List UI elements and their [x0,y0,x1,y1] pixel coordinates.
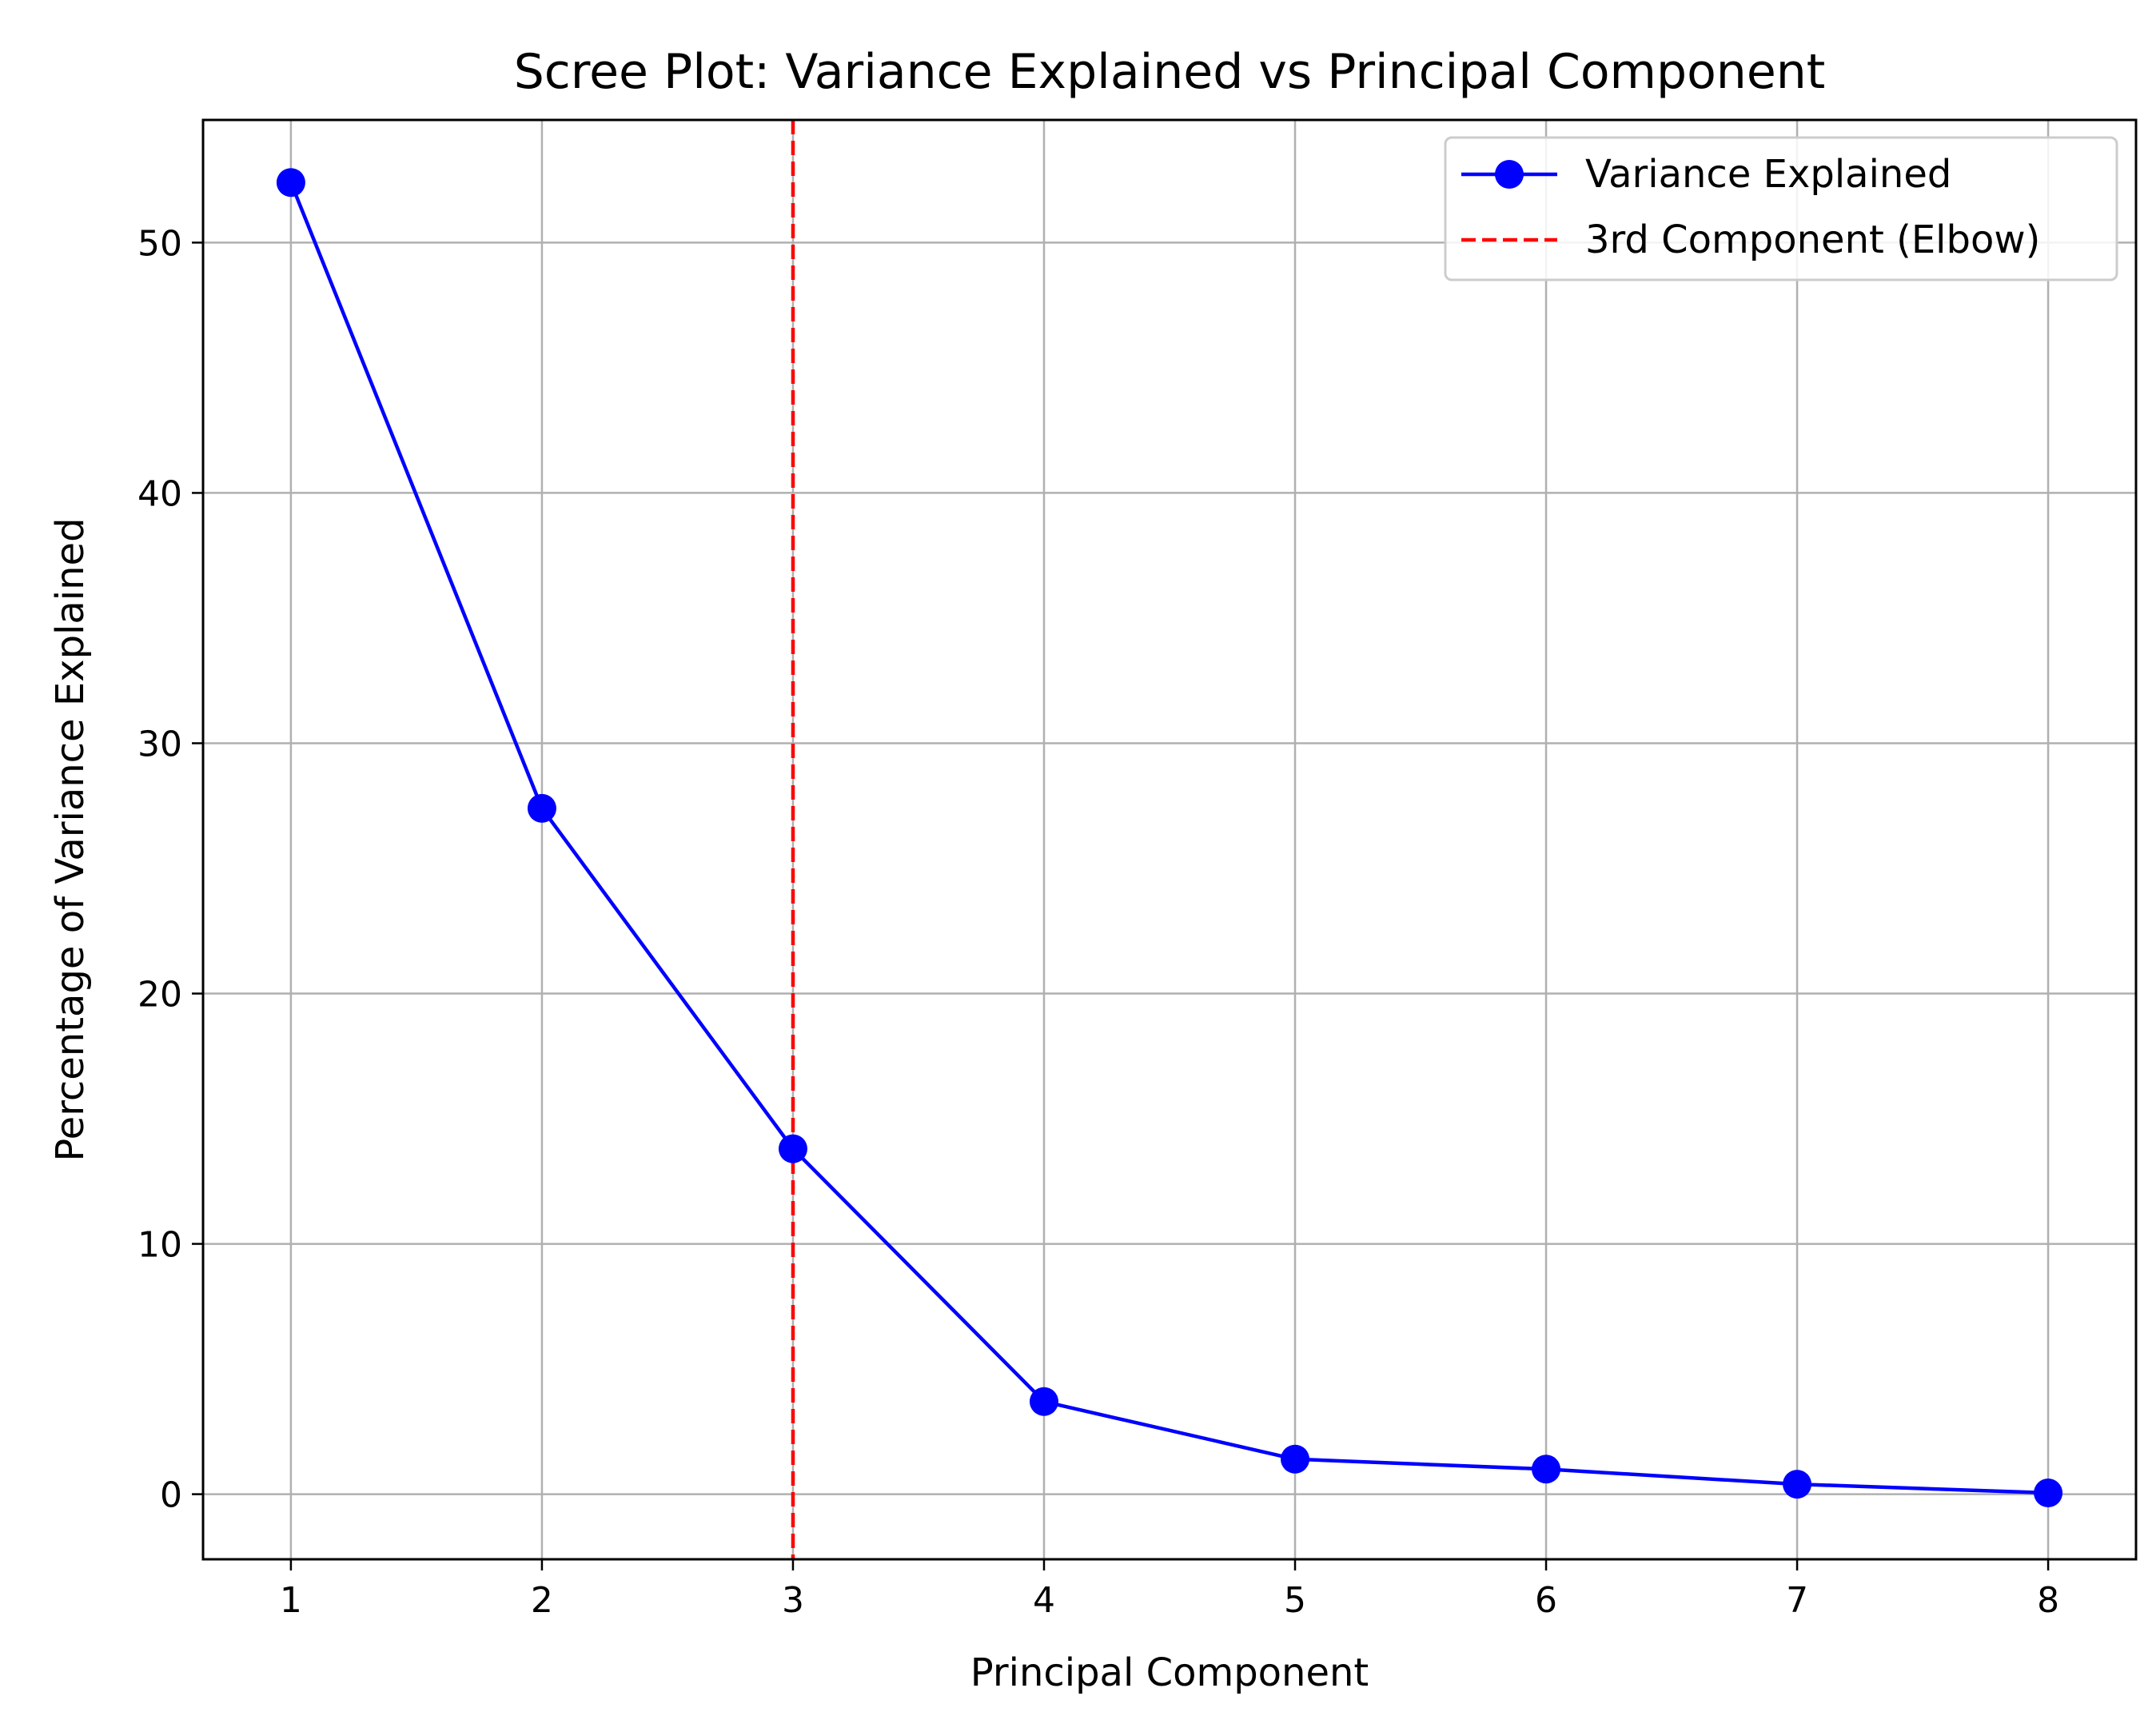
y-axis-ticks: 0 10 20 30 40 50 [137,223,203,1516]
y-tick-label: 10 [137,1225,182,1266]
variance-data-point [778,1134,807,1163]
variance-data-point [527,793,556,823]
legend-variance-label: Variance Explained [1585,152,1951,197]
chart-title: Scree Plot: Variance Explained vs Princi… [514,44,1826,100]
plot-area-frame [201,118,2138,1561]
variance-data-point [1532,1455,1561,1484]
x-tick-label: 4 [1033,1580,1055,1621]
y-tick-label: 30 [137,724,182,764]
x-axis-label: Principal Component [970,1650,1369,1695]
variance-data-point [276,168,305,198]
legend-elbow-label: 3rd Component (Elbow) [1585,217,2040,262]
x-tick-label: 3 [782,1580,804,1621]
x-axis-ticks: 1 2 3 4 5 6 7 8 [280,1559,2059,1621]
x-tick-label: 8 [2037,1580,2059,1621]
y-tick-label: 0 [160,1475,182,1516]
variance-series-line [289,182,2049,1495]
x-tick-label: 6 [1535,1580,1557,1621]
x-tick-label: 5 [1284,1580,1306,1621]
y-tick-label: 20 [137,975,182,1016]
variance-data-point [1029,1387,1058,1416]
legend-variance-marker [1495,160,1524,189]
y-tick-label: 40 [137,473,182,514]
x-tick-label: 1 [280,1580,302,1621]
x-tick-label: 7 [1786,1580,1808,1621]
x-tick-label: 2 [531,1580,553,1621]
variance-data-point [2034,1479,2063,1508]
variance-data-point [1281,1444,1310,1474]
variance-data-point [1783,1470,1812,1499]
y-tick-label: 50 [137,223,182,264]
legend: Variance Explained 3rd Component (Elbow) [1444,136,2118,281]
y-axis-label: Percentage of Variance Explained [48,517,93,1161]
legend-box [1444,136,2118,281]
series-layer [276,168,2063,1508]
